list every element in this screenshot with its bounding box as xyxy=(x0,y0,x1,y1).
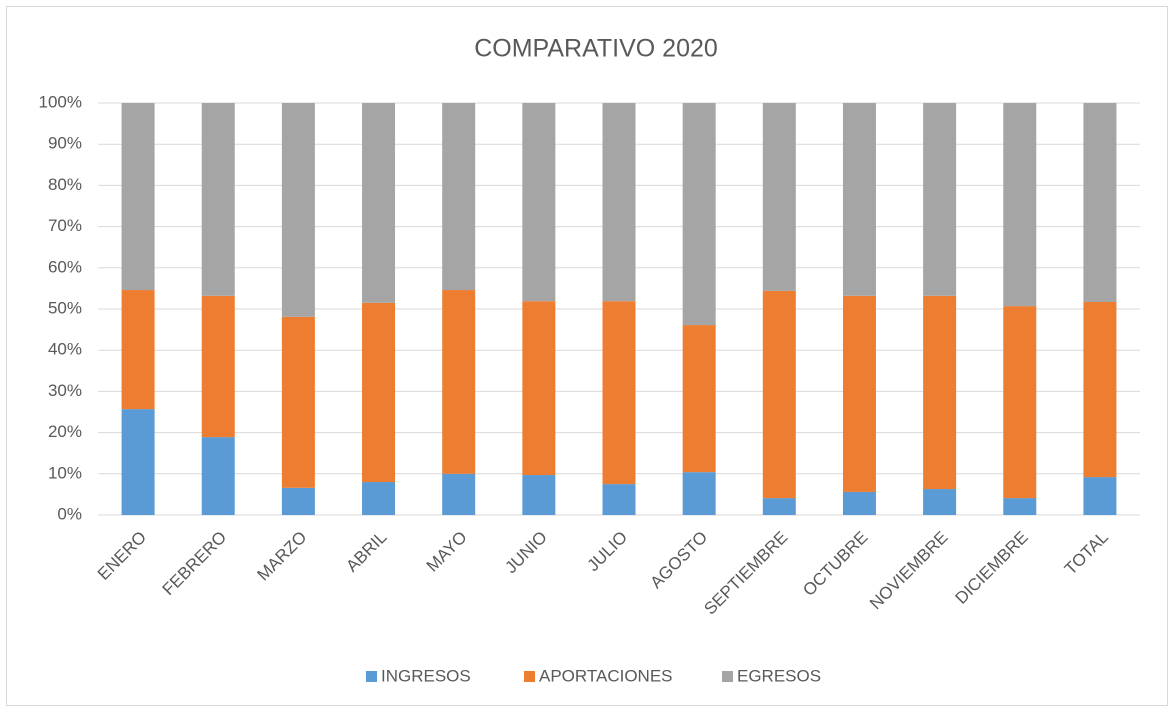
y-tick-label: 30% xyxy=(48,381,82,400)
bar-segment xyxy=(362,302,396,483)
y-tick-label: 90% xyxy=(48,134,82,153)
bar-segment xyxy=(201,103,235,296)
bar-segment xyxy=(442,290,476,474)
bar-segment xyxy=(362,103,396,303)
bar-segment xyxy=(682,325,716,473)
bar-segment xyxy=(762,103,796,291)
y-tick-label: 70% xyxy=(48,216,82,235)
bar-segment xyxy=(842,103,876,296)
bar-segment xyxy=(1083,103,1117,302)
bar-segment xyxy=(1083,477,1117,515)
bar-segment xyxy=(1003,498,1037,515)
y-tick-label: 80% xyxy=(48,175,82,194)
bar-segment xyxy=(923,103,957,296)
bar-segment xyxy=(522,103,556,302)
y-tick-label: 0% xyxy=(57,504,82,523)
bar-segment xyxy=(201,437,235,515)
bar-segment xyxy=(522,475,556,515)
legend-swatch xyxy=(524,671,535,682)
bar-segment xyxy=(442,103,476,291)
chart-border xyxy=(6,6,1168,706)
bar-segment xyxy=(522,301,556,476)
bar-segment xyxy=(762,498,796,515)
bar-segment xyxy=(1083,301,1117,478)
legend-label: EGRESOS xyxy=(737,666,821,685)
y-tick-label: 40% xyxy=(48,340,82,359)
legend-swatch xyxy=(366,671,377,682)
bar-segment xyxy=(442,473,476,515)
bar-segment xyxy=(121,103,155,291)
y-tick-label: 100% xyxy=(39,92,82,111)
bar-segment xyxy=(602,484,636,515)
y-tick-label: 20% xyxy=(48,422,82,441)
bar-segment xyxy=(201,295,235,438)
legend-swatch xyxy=(722,671,733,682)
bar-segment xyxy=(682,472,716,515)
bar-segment xyxy=(762,290,796,499)
bar-segment xyxy=(362,482,396,515)
bar-segment xyxy=(281,103,315,317)
y-tick-label: 50% xyxy=(48,298,82,317)
bar-segment xyxy=(1003,103,1037,307)
bar-segment xyxy=(842,295,876,492)
bar-segment xyxy=(121,409,155,515)
legend-label: APORTACIONES xyxy=(539,666,673,685)
bar-segment xyxy=(682,103,716,326)
legend-label: INGRESOS xyxy=(381,666,471,685)
bar-segment xyxy=(842,491,876,515)
y-tick-label: 10% xyxy=(48,463,82,482)
chart-title: COMPARATIVO 2020 xyxy=(474,35,718,63)
y-tick-label: 60% xyxy=(48,257,82,276)
bar-segment xyxy=(1003,306,1037,499)
bar-segment xyxy=(923,489,957,515)
bar-segment xyxy=(923,295,957,490)
bar-segment xyxy=(281,487,315,515)
bar-segment xyxy=(602,301,636,485)
bar-segment xyxy=(602,103,636,302)
bar-segment xyxy=(121,290,155,410)
bar-segment xyxy=(281,316,315,488)
